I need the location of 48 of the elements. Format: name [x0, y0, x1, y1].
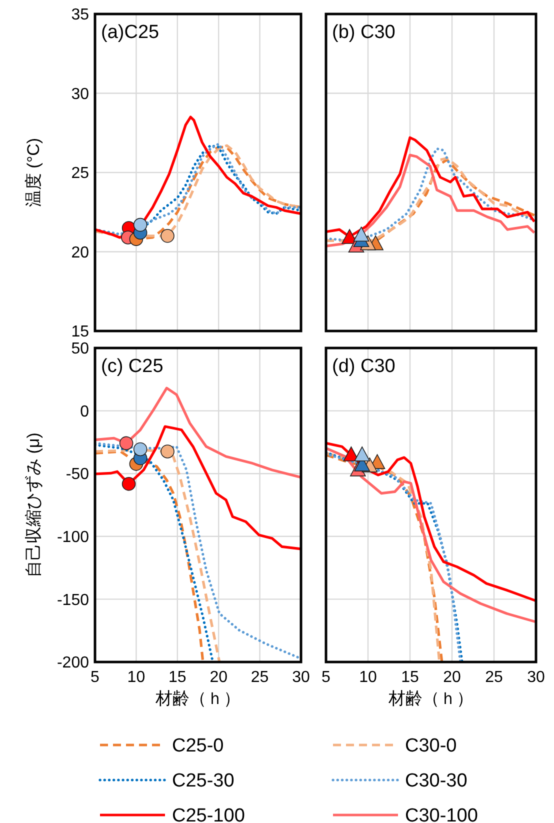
point	[160, 444, 174, 458]
point	[119, 436, 134, 450]
x-axis-title: 材齢（ｈ）	[154, 689, 240, 708]
y-tick-label: -150	[56, 592, 90, 609]
y-tick-label: 30	[71, 86, 90, 103]
x-tick-label: 30	[527, 669, 545, 686]
chart-title: (d) C30	[332, 356, 396, 377]
legend-label: C30-100	[405, 806, 478, 823]
x-tick-label: 25	[485, 669, 503, 686]
point	[122, 477, 136, 491]
point	[354, 446, 370, 462]
x-axis-title: 材齢（ｈ）	[388, 689, 474, 708]
x-tick-label: 10	[359, 669, 377, 686]
chart-title: (a)C25	[101, 22, 160, 43]
y-tick-label: 35	[71, 6, 90, 24]
y-tick-label: 15	[71, 324, 90, 341]
y-tick-label: 0	[80, 403, 90, 420]
y-tick-label: 20	[71, 244, 90, 262]
y-tick-label: 50	[71, 340, 90, 358]
x-tick-label: 25	[250, 669, 269, 686]
x-tick-label: 15	[168, 669, 186, 686]
y-axis-title: 自己収縮ひずみ (μ)	[24, 432, 43, 578]
x-tick-label: 15	[401, 669, 419, 686]
legend-label: C25-0	[172, 736, 224, 757]
legend-label: C25-100	[172, 806, 245, 823]
point	[133, 218, 148, 232]
y-tick-label: -100	[56, 529, 90, 546]
y-axis-title: 温度 (°C)	[24, 138, 43, 208]
x-tick-label: 20	[443, 669, 461, 686]
y-tick-label: -50	[66, 466, 90, 484]
legend-label: C30-30	[405, 770, 468, 792]
x-tick-label: 10	[127, 669, 146, 686]
y-tick-label: 25	[71, 165, 90, 182]
point	[353, 226, 370, 242]
x-tick-label: 5	[90, 669, 100, 686]
chart-title: (b) C30	[332, 22, 396, 43]
line-series	[95, 386, 301, 479]
point	[133, 442, 148, 456]
point	[343, 446, 360, 462]
x-tick-label: 5	[322, 669, 331, 686]
line-series	[95, 425, 301, 550]
chart-title: (c) C25	[101, 356, 164, 377]
x-tick-label: 30	[292, 669, 310, 686]
legend-label: C25-30	[172, 770, 234, 792]
x-tick-label: 20	[210, 669, 228, 686]
y-tick-label: -200	[56, 654, 90, 672]
legend-label: C30-0	[405, 736, 457, 757]
point	[160, 229, 174, 243]
